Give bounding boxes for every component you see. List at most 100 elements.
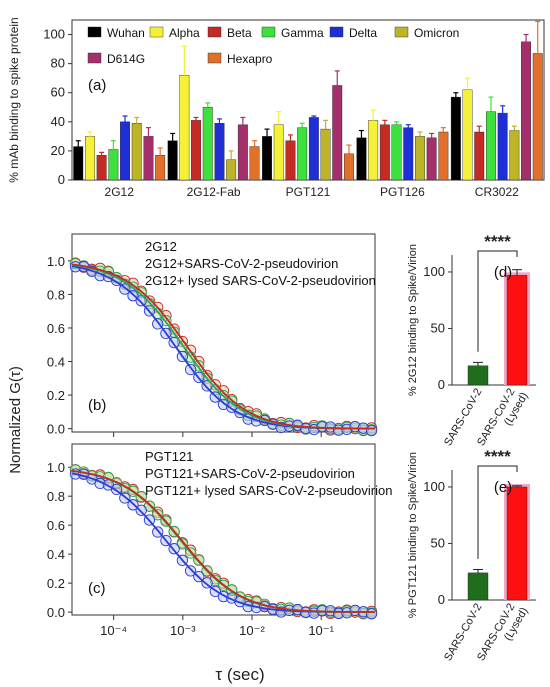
panel-a-bar [155,155,166,181]
panel-a-bar [368,120,379,181]
panel-a-bar [450,96,461,181]
panel-a-ytick-label: 0 [58,172,65,187]
panel-a-bar [262,136,272,181]
panel-b-ytick-label: 0.4 [47,355,65,370]
panel-e-significance-bracket [477,465,518,559]
panel-c-frame [71,443,376,616]
panel-a-bar [131,123,142,181]
panel-c-legend-label: PGT121+ lysed SARS-CoV-2-pseudovirion [145,483,392,498]
panel-a-legend-swatch [261,26,276,38]
panel-a-bar [273,124,284,181]
panel-a-bar [226,159,237,181]
panel-c-label: (c) [88,580,106,597]
panel-a-category-label: 2G12 [105,185,135,199]
panel-a-bar [120,121,131,181]
panel-a-bar [438,131,449,181]
panel-c-ytick-label: 0.8 [47,489,65,504]
panel-a-bar [521,41,531,181]
panel-c-ytick-label: 0.6 [47,518,65,533]
panel-a-bar [344,153,354,181]
panel-a-bar [320,128,331,181]
panel-a-legend-label: D614G [107,52,145,66]
panel-b-ytick-label: 0.6 [47,321,65,336]
panel-d-label: (d) [494,264,512,281]
panel-a-legend-swatch [207,52,222,64]
panel-a-ytick-label: 20 [51,143,65,158]
panel-d-significance-label: **** [484,232,511,251]
panel-a-bar [426,137,437,181]
panel-c-data-point [135,504,147,516]
panel-c-ytick-label: 0.2 [47,576,65,591]
panel-a-bar [297,127,308,181]
panel-c-legend-label: PGT121 [145,449,193,464]
panel-c-ytick-label: 0.4 [47,547,65,562]
panel-b-data-point [201,380,213,392]
panel-a-bar [73,146,84,181]
panel-a-label: (a) [88,77,106,94]
panel-d-ytick-label: 50 [431,320,445,335]
fcs-y-axis-title: Normalized G(τ) [7,366,24,474]
panel-a-bar [108,149,119,181]
panel-a-category-label: PGT126 [380,185,425,199]
panel-a-bar [179,75,190,181]
panel-c-xtick-label: 10⁻² [239,623,265,638]
panel-b-ytick-label: 1.0 [47,254,65,269]
panel-e-ytick-label: 0 [438,592,445,607]
panel-d-y-axis-title: % 2G12 binding to Spike/Virion [407,244,419,396]
panel-a-legend-swatch [87,26,102,38]
panel-a-bar [143,136,154,181]
panel-e-bar-chart: 0 50 100 % PGT121 binding to Spike/Virion **… [407,447,536,663]
panel-b-legend-label: 2G12+ lysed SARS-CoV-2-pseudovirion [145,273,376,288]
panel-c-xtick-label: 10⁻¹ [308,623,334,638]
panel-b-ytick-label: 0.2 [47,388,65,403]
panel-a-legend-swatch [329,26,344,38]
panel-d-bar-chart: 0 50 100 % 2G12 binding to Spike/Virion ****… [407,232,536,448]
panel-a-bar [96,155,107,181]
panel-a-bar [509,130,520,181]
panel-a-bar [379,124,390,181]
panel-a-legend-label: Alpha [169,26,200,40]
panel-a-frame [71,19,545,181]
panel-a-y-axis-title: % mAb binding to spike protein [7,17,21,182]
panel-a-bar [462,89,473,181]
panel-a-category-label: PGT121 [286,185,331,199]
panel-a-category-label: CR3022 [475,185,519,199]
panel-e-bar [467,572,489,601]
panel-a-bar [332,85,343,181]
panel-a-legend-swatch [207,26,222,38]
panel-e-label: (e) [494,479,512,496]
panel-c-ytick-label: 0.0 [47,605,65,620]
panel-a-bar [415,136,425,181]
panel-a-ytick-label: 60 [51,85,65,100]
panel-a-bar [84,136,95,181]
panel-a-category-label: 2G12-Fab [187,185,241,199]
panel-c-data-point [184,565,197,577]
panel-d-ytick-label: 100 [423,264,445,279]
panel-a-bar [214,123,225,181]
panel-a-ytick-label: 80 [51,56,65,71]
panel-a-bar [486,111,496,181]
panel-b-fcs-plot: 0.0 0.2 0.4 0.6 0.8 1.0 2G12 2G12+SARS-CoV-2-ps… [47,233,378,437]
panel-b-ytick-label: 0.8 [47,287,65,302]
panel-e-y-axis-title: % PGT121 binding to Spike/Virion [407,452,419,618]
panel-c-fcs-plot: 0.0 0.2 0.4 0.6 0.8 1.0 10⁻⁴ 10⁻³ 10⁻² 10⁻¹ PGT121… [47,443,392,638]
panel-a-bar [308,117,319,181]
panel-d-bar [506,275,528,386]
panel-a-bar [191,120,202,181]
panel-e-ytick-label: 50 [431,535,445,550]
panel-d-bar [467,365,489,386]
panel-a-bar [237,124,248,181]
panel-a-bar [532,53,543,181]
panel-a-bar [391,124,402,181]
panel-a-bar [167,140,178,181]
panel-a-legend-label: Beta [227,26,252,40]
panel-a-bar [249,146,260,181]
panel-a-bar [202,107,213,181]
panel-a-legend-swatch [394,26,409,38]
panel-a-legend-swatch [149,26,164,38]
panel-a-legend-swatch [87,52,102,64]
panel-c-data-point [365,608,378,620]
panel-d-ytick-label: 0 [438,377,445,392]
panel-a-legend-label: Wuhan [107,26,145,40]
